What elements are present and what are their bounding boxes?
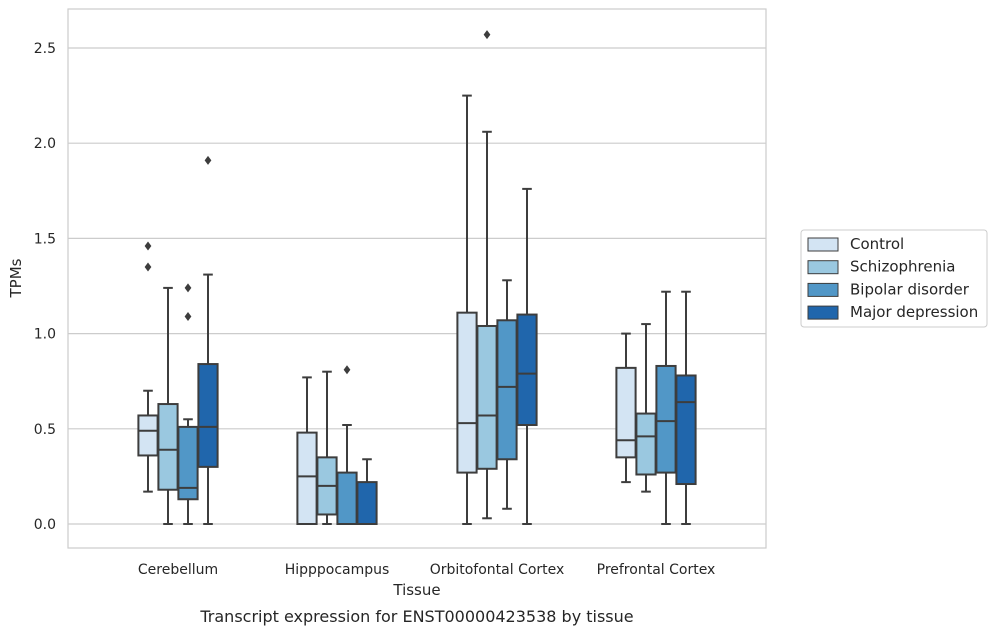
legend-label: Schizophrenia [850, 258, 955, 276]
legend-item: Schizophrenia [807, 258, 955, 276]
box-body [476, 324, 498, 470]
box [516, 187, 538, 525]
outlier-point [144, 262, 152, 272]
legend-swatch [807, 237, 839, 252]
category-group [615, 290, 697, 525]
legend-swatch [807, 305, 839, 320]
category-group [296, 365, 378, 526]
legend-item: Control [807, 235, 904, 253]
box-body [456, 311, 478, 474]
legend-frame [800, 229, 988, 328]
outlier-point [184, 311, 192, 321]
outlier-point [184, 283, 192, 293]
x-tick-label: Hipppocampus [285, 562, 390, 578]
box [296, 376, 318, 525]
box-body [336, 471, 358, 526]
y-axis-label: TPMs [7, 258, 25, 298]
box-body [675, 374, 697, 486]
x-tick-label: Prefrontal Cortex [597, 562, 716, 578]
box [157, 286, 179, 525]
box-body [296, 431, 318, 525]
y-tick-label: 2.5 [34, 41, 56, 57]
legend-label: Major depression [850, 303, 978, 321]
box-body [137, 414, 159, 457]
y-axis-ticks: 0.0 0.5 1.0 1.5 2.0 2.5 [34, 41, 56, 533]
category-group [137, 155, 219, 525]
y-tick-label: 0.0 [34, 517, 56, 533]
box-body [516, 313, 538, 426]
x-axis-label: Tissue [392, 581, 440, 599]
box-body [356, 481, 378, 525]
category-group [456, 30, 538, 525]
legend-item: Bipolar disorder [807, 280, 970, 298]
box-body [655, 364, 677, 474]
box [356, 458, 378, 525]
chart-caption: Transcript expression for ENST0000042353… [199, 607, 633, 626]
outlier-point [204, 155, 212, 165]
y-tick-label: 1.0 [34, 327, 56, 343]
legend-swatch [807, 260, 839, 275]
box-body [197, 363, 219, 468]
box-body [635, 412, 657, 476]
outlier-point [343, 365, 351, 375]
x-tick-label: Orbitofontal Cortex [430, 562, 565, 578]
y-tick-label: 0.5 [34, 422, 56, 438]
box [655, 290, 677, 525]
box-body [496, 319, 518, 461]
box [675, 290, 697, 525]
legend-label: Control [850, 235, 904, 253]
y-tick-label: 2.0 [34, 136, 56, 152]
box [177, 283, 199, 525]
y-tick-label: 1.5 [34, 231, 56, 247]
box-groups [137, 30, 697, 526]
legend-label: Bipolar disorder [850, 280, 970, 298]
outlier-point [144, 241, 152, 251]
box [496, 279, 518, 510]
legend: Control Schizophrenia Bipolar disorder Majo… [800, 229, 988, 328]
box-body [615, 366, 637, 459]
legend-swatch [807, 282, 839, 297]
outlier-point [483, 30, 491, 40]
box [336, 365, 358, 526]
x-axis-ticks: Cerebellum Hipppocampus Orbitofontal Corte… [138, 562, 715, 578]
legend-item: Major depression [807, 303, 978, 321]
box [197, 155, 219, 525]
box-body [157, 403, 179, 491]
x-tick-label: Cerebellum [138, 562, 218, 578]
